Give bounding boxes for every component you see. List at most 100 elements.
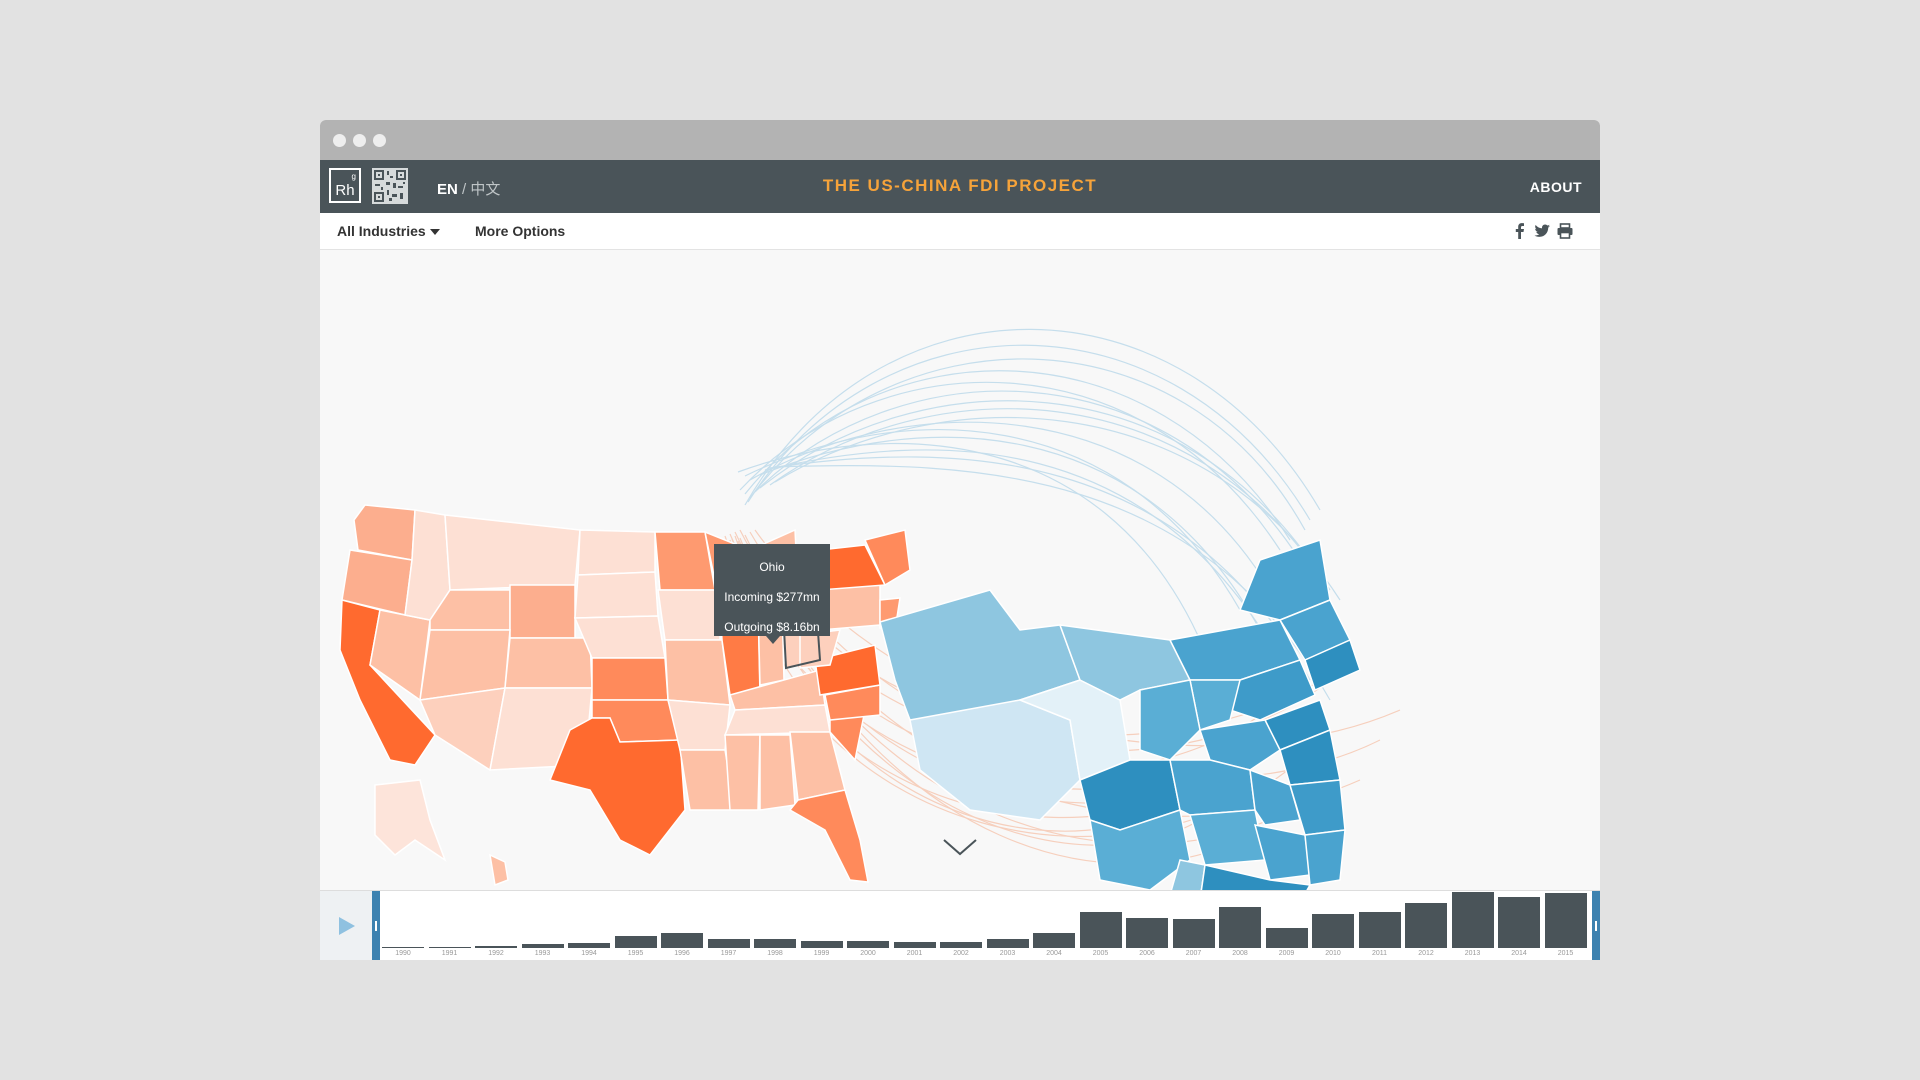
timeline-year-label: 1992	[488, 950, 504, 957]
state-florida[interactable]	[788, 789, 869, 883]
province-jiangxi[interactable]	[1253, 824, 1311, 881]
facebook-icon[interactable]	[1511, 222, 1529, 240]
window-dot-minimize[interactable]	[353, 134, 366, 147]
lang-zh-link[interactable]: 中文	[470, 181, 501, 198]
state-kansas[interactable]	[591, 657, 669, 701]
lang-en-link[interactable]: EN	[437, 181, 458, 198]
tooltip-state-name: Ohio	[759, 560, 785, 574]
timeline-bar-1991[interactable]	[428, 947, 471, 948]
province-shaanxi[interactable]	[1139, 679, 1201, 761]
twitter-icon[interactable]	[1533, 222, 1551, 240]
timeline-year-label: 2003	[999, 950, 1016, 957]
province-anhui[interactable]	[1249, 768, 1301, 826]
window-dot-maximize[interactable]	[373, 134, 386, 147]
timeline-year-label: 1998	[767, 950, 783, 957]
browser-window: Rh g EN / 中文 THE US-CHINA FDI PROJECT A	[320, 120, 1600, 960]
timeline-bar-1995[interactable]	[614, 936, 657, 948]
timeline-year-label: 2002	[953, 950, 969, 957]
province-fujian[interactable]	[1304, 829, 1346, 886]
timeline-start-handle[interactable]	[372, 891, 380, 960]
state-colorado[interactable]	[504, 637, 593, 689]
chevron-down-icon	[429, 229, 440, 236]
timeline-year-label: 1999	[813, 950, 830, 957]
timeline-bar-1996[interactable]	[661, 933, 703, 948]
state-alaska[interactable]	[374, 779, 447, 862]
qr-code-icon[interactable]	[372, 168, 408, 204]
province-guangdong[interactable]	[1200, 864, 1312, 890]
scroll-down-chevron-icon[interactable]	[942, 837, 978, 857]
language-switcher: EN / 中文	[437, 178, 500, 199]
timeline-bar-2012[interactable]	[1405, 903, 1447, 948]
timeline-year-label: 2012	[1418, 950, 1434, 957]
timeline-bar-2008[interactable]	[1219, 907, 1261, 948]
state-iowa[interactable]	[657, 589, 721, 641]
industries-dropdown-label: All Industries	[337, 223, 426, 239]
state-tooltip: Ohio Incoming $277mn Outgoing $8.16bn	[714, 544, 830, 644]
state-north-dakota[interactable]	[577, 529, 656, 576]
state-wyoming[interactable]	[509, 584, 576, 639]
china-map	[879, 539, 1361, 890]
timeline-bar-2013[interactable]	[1451, 892, 1494, 948]
province-liaoning[interactable]	[1304, 638, 1361, 692]
timeline-bar-2015[interactable]	[1544, 893, 1587, 948]
about-link[interactable]: ABOUT	[1529, 179, 1582, 195]
timeline-bar-2010[interactable]	[1312, 914, 1354, 948]
year-timeline: 1990 1991 1992 1993 1994 1995 1996 1997 1998 1999…	[320, 890, 1600, 960]
timeline-end-handle[interactable]	[1592, 891, 1600, 960]
timeline-bar-2011[interactable]	[1358, 912, 1401, 948]
timeline-bar-2001[interactable]	[893, 942, 936, 948]
province-guizhou[interactable]	[1170, 859, 1206, 890]
timeline-year-label: 2004	[1046, 950, 1062, 957]
fdi-map-area: Ohio Incoming $277mn Outgoing $8.16bn	[320, 250, 1600, 890]
timeline-year-label: 1994	[581, 950, 597, 957]
state-minnesota[interactable]	[654, 531, 716, 591]
timeline-bar-1999[interactable]	[800, 941, 843, 948]
timeline-year-label: 2013	[1464, 950, 1481, 957]
timeline-bars: 1990 1991 1992 1993 1994 1995 1996 1997 1998 1999…	[372, 891, 1600, 960]
province-hunan[interactable]	[1189, 809, 1266, 866]
province-yunnan[interactable]	[1089, 809, 1191, 890]
timeline-year-label: 2011	[1371, 950, 1388, 957]
options-toolbar: All Industries More Options	[320, 213, 1600, 250]
state-montana[interactable]	[444, 514, 581, 591]
timeline-bar-1993[interactable]	[521, 944, 564, 948]
timeline-bar-2009[interactable]	[1265, 928, 1308, 948]
more-options-button[interactable]: More Options	[475, 223, 566, 239]
timeline-bar-1997[interactable]	[707, 939, 750, 948]
state-mississippi[interactable]	[724, 734, 761, 811]
timeline-bar-1990[interactable]	[382, 947, 424, 948]
state-texas[interactable]	[548, 717, 686, 856]
province-henan[interactable]	[1199, 719, 1281, 771]
industries-dropdown[interactable]: All Industries	[337, 223, 440, 239]
timeline-bar-2005[interactable]	[1079, 912, 1122, 948]
timeline-bar-2006[interactable]	[1126, 918, 1168, 948]
timeline-bar-2007[interactable]	[1172, 919, 1215, 948]
timeline-bar-1992[interactable]	[475, 946, 517, 948]
state-new-england[interactable]	[863, 529, 911, 587]
print-icon[interactable]	[1556, 222, 1574, 240]
tooltip-incoming: Incoming $277mn	[724, 590, 820, 604]
timeline-year-label: 1991	[441, 950, 458, 957]
rhodium-logo[interactable]: Rh g	[329, 168, 361, 203]
window-dot-close[interactable]	[333, 134, 346, 147]
state-tennessee[interactable]	[723, 704, 831, 736]
province-zhejiang[interactable]	[1289, 779, 1346, 836]
timeline-bar-1994[interactable]	[568, 943, 610, 948]
page-title: THE US-CHINA FDI PROJECT	[822, 176, 1098, 195]
window-chrome	[320, 120, 1600, 160]
timeline-bar-2003[interactable]	[986, 939, 1029, 948]
timeline-bar-2002[interactable]	[940, 942, 982, 948]
timeline-year-label: 2015	[1557, 950, 1574, 957]
state-hawaii[interactable]	[489, 853, 509, 887]
timeline-bar-2000[interactable]	[847, 941, 889, 948]
state-south-dakota[interactable]	[574, 571, 659, 619]
top-navigation-bar: Rh g EN / 中文 THE US-CHINA FDI PROJECT A	[320, 160, 1600, 213]
incoming-flow-arcs	[737, 328, 1341, 701]
play-button[interactable]	[320, 891, 372, 960]
timeline-bar-2014[interactable]	[1498, 897, 1540, 948]
timeline-bar-2004[interactable]	[1033, 933, 1075, 948]
state-alabama[interactable]	[759, 734, 796, 811]
state-missouri[interactable]	[664, 639, 731, 706]
province-hubei[interactable]	[1169, 759, 1256, 816]
timeline-bar-1998[interactable]	[754, 939, 796, 948]
